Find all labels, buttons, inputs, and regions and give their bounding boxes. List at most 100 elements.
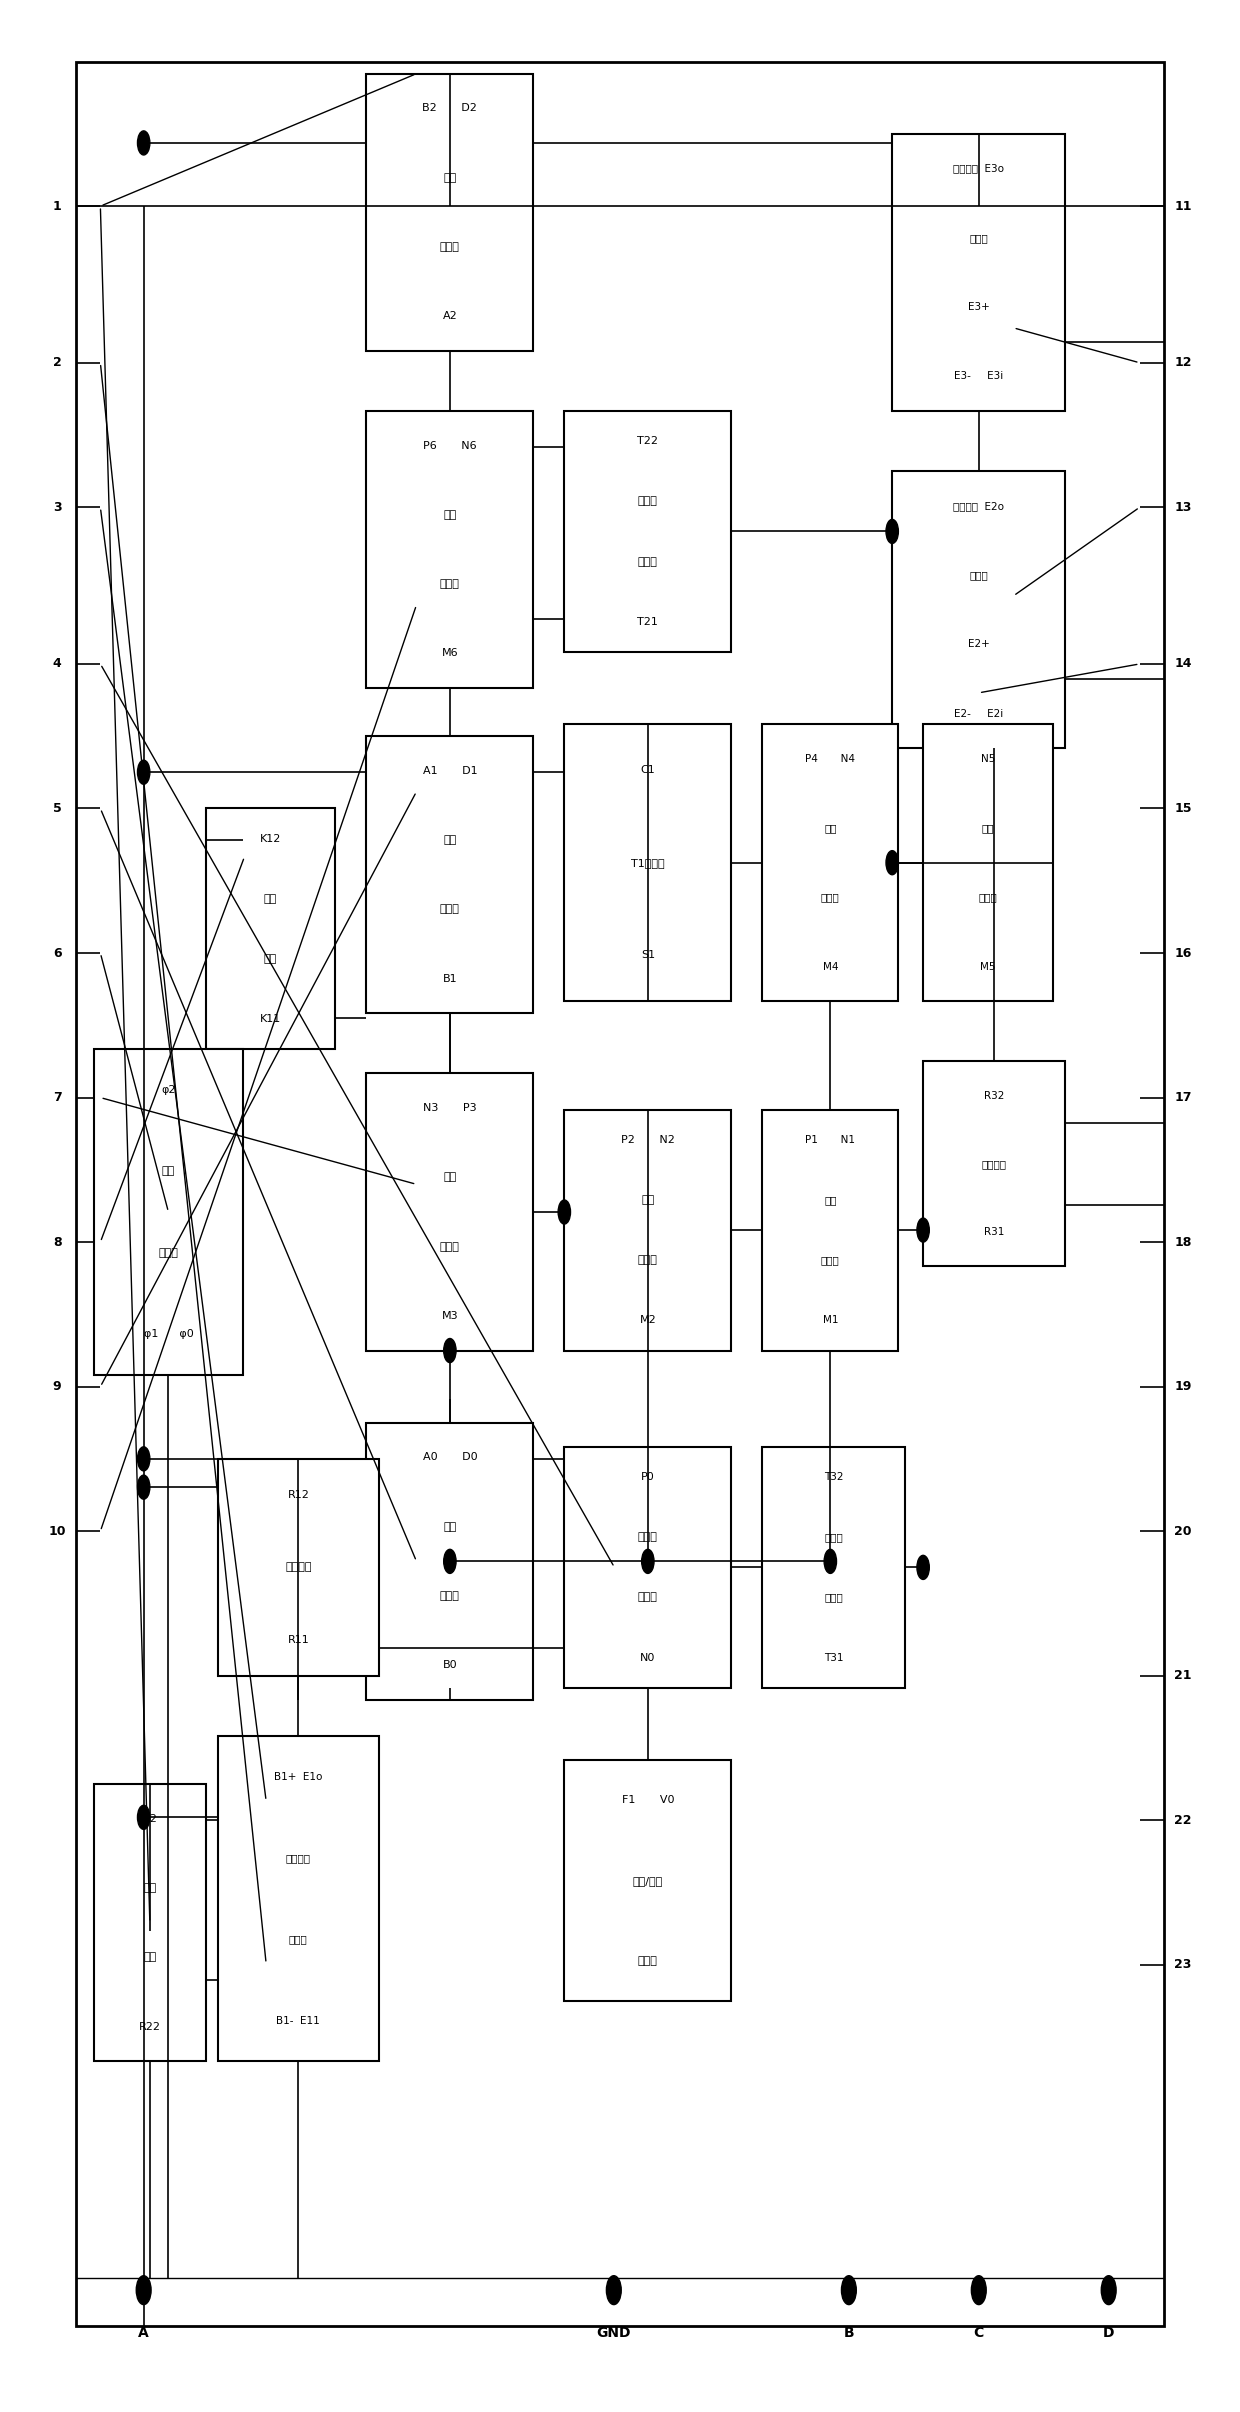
Text: 2: 2 (52, 357, 62, 369)
Text: M5: M5 (981, 962, 996, 972)
Circle shape (971, 2275, 986, 2303)
Text: E2+: E2+ (968, 639, 990, 649)
Text: 乘法器: 乘法器 (637, 1254, 657, 1266)
Text: A: A (139, 2325, 149, 2340)
Circle shape (916, 1218, 929, 1242)
Text: E2-     E2i: E2- E2i (954, 709, 1003, 719)
Text: K12: K12 (260, 835, 281, 844)
Text: 第三电流  E3o: 第三电流 E3o (954, 164, 1004, 174)
Bar (218, 1459, 378, 1676)
Circle shape (825, 1549, 837, 1573)
Text: 加法器: 加法器 (440, 904, 460, 914)
Bar (564, 1761, 732, 2002)
Text: N3       P3: N3 P3 (423, 1102, 476, 1112)
Text: R32: R32 (985, 1090, 1004, 1100)
Text: 压控: 压控 (161, 1167, 175, 1177)
Text: 传输器: 传输器 (970, 569, 988, 579)
Text: M2: M2 (640, 1315, 656, 1327)
Text: 频率/电压: 频率/电压 (632, 1877, 663, 1886)
Text: A0       D0: A0 D0 (423, 1452, 477, 1462)
Text: 转换器: 转换器 (637, 1956, 657, 1966)
Bar (893, 135, 1065, 410)
Bar (564, 1447, 732, 1688)
Text: P0: P0 (641, 1471, 655, 1481)
Text: R12: R12 (288, 1491, 309, 1500)
Text: 模块: 模块 (264, 955, 277, 965)
Text: 1: 1 (52, 200, 62, 212)
Bar (564, 1110, 732, 1351)
Text: 传输器: 传输器 (289, 1934, 308, 1944)
Text: 算模块: 算模块 (637, 557, 657, 567)
Text: K11: K11 (260, 1015, 281, 1025)
Text: 10: 10 (48, 1524, 66, 1539)
Text: M6: M6 (441, 649, 459, 658)
Text: 第二: 第二 (825, 1194, 837, 1206)
Bar (366, 736, 533, 1013)
Text: 15: 15 (1174, 801, 1192, 815)
Text: 乘法器: 乘法器 (821, 892, 839, 902)
Text: 17: 17 (1174, 1090, 1192, 1105)
Circle shape (136, 2275, 151, 2303)
Text: P1       N1: P1 N1 (805, 1134, 856, 1146)
Circle shape (842, 2275, 857, 2303)
Bar (76, 63, 1164, 2325)
Text: 乘法器: 乘法器 (978, 892, 997, 902)
Bar (923, 1061, 1065, 1266)
Text: 6: 6 (53, 946, 61, 960)
Bar (366, 75, 533, 350)
Bar (206, 808, 336, 1049)
Text: 加法器: 加法器 (440, 1592, 460, 1602)
Text: B2       D2: B2 D2 (423, 104, 477, 113)
Text: 移相器: 移相器 (159, 1247, 179, 1257)
Text: 18: 18 (1174, 1235, 1192, 1249)
Text: B1+  E1o: B1+ E1o (274, 1773, 322, 1782)
Bar (893, 470, 1065, 748)
Text: 第三运: 第三运 (825, 1532, 843, 1541)
Text: 第三电阻: 第三电阻 (982, 1158, 1007, 1170)
Circle shape (1101, 2275, 1116, 2303)
Text: A1       D1: A1 D1 (423, 767, 477, 777)
Bar (218, 1737, 378, 2062)
Bar (94, 1785, 206, 2062)
Text: 21: 21 (1174, 1669, 1192, 1681)
Text: 20: 20 (1174, 1524, 1192, 1539)
Text: F1       V0: F1 V0 (621, 1795, 675, 1804)
Circle shape (916, 1556, 929, 1580)
Text: A2: A2 (443, 311, 458, 321)
Text: 第三: 第三 (641, 1194, 655, 1206)
Text: 第二: 第二 (144, 1884, 156, 1893)
Circle shape (606, 2275, 621, 2303)
Text: B1: B1 (443, 974, 458, 984)
Text: T21: T21 (637, 617, 658, 627)
Text: T32: T32 (823, 1471, 843, 1481)
Text: 16: 16 (1174, 946, 1192, 960)
Text: C1: C1 (641, 765, 655, 774)
Text: 乘法器: 乘法器 (440, 1242, 460, 1252)
Bar (564, 410, 732, 651)
Text: 19: 19 (1174, 1380, 1192, 1394)
Text: 第一运: 第一运 (637, 1532, 657, 1541)
Text: 第四: 第四 (443, 1172, 456, 1182)
Circle shape (444, 1549, 456, 1573)
Text: T31: T31 (823, 1652, 843, 1662)
Bar (763, 1447, 904, 1688)
Text: φ1      φ0: φ1 φ0 (144, 1329, 193, 1339)
Circle shape (138, 1476, 150, 1500)
Text: C: C (973, 2325, 983, 2340)
Bar (923, 724, 1053, 1001)
Text: B1-  E11: B1- E11 (277, 2016, 320, 2026)
Circle shape (138, 760, 150, 784)
Text: N0: N0 (640, 1652, 656, 1662)
Circle shape (444, 1339, 456, 1363)
Text: 4: 4 (52, 658, 62, 671)
Text: 23: 23 (1174, 1959, 1192, 1971)
Circle shape (558, 1201, 570, 1223)
Text: 3: 3 (53, 502, 61, 514)
Text: 13: 13 (1174, 502, 1192, 514)
Text: P6       N6: P6 N6 (423, 441, 476, 451)
Bar (763, 724, 898, 1001)
Text: 第一运: 第一运 (637, 497, 657, 507)
Text: M1: M1 (822, 1315, 838, 1327)
Text: 第三: 第三 (443, 174, 456, 183)
Circle shape (138, 1804, 150, 1828)
